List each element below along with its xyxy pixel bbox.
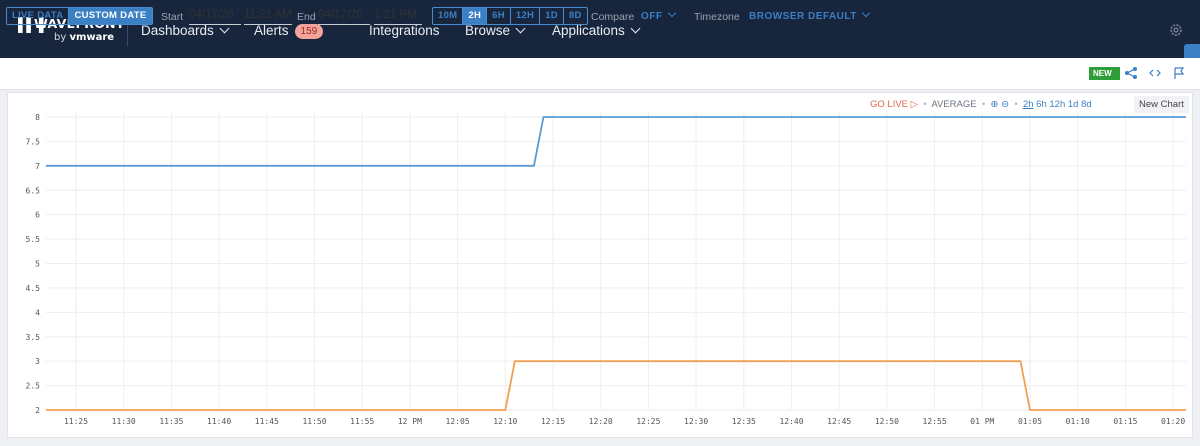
window-2h-link[interactable]: 2h — [1022, 99, 1034, 110]
x-tick-label: 11:35 — [159, 417, 183, 426]
nav-alerts[interactable]: Alerts 159 — [254, 23, 324, 40]
end-date-field[interactable]: 04/17/20 — [318, 9, 370, 25]
y-tick-label: 7 — [35, 162, 40, 171]
go-live-button[interactable]: GO LIVE ▷ — [870, 99, 918, 110]
x-tick-label: 12:05 — [446, 417, 470, 426]
y-tick-label: 8 — [35, 113, 40, 122]
x-tick-label: 01:05 — [1018, 417, 1042, 426]
y-tick-label: 2 — [35, 406, 40, 415]
x-tick-label: 01:10 — [1066, 417, 1090, 426]
x-tick-label: 11:25 — [64, 417, 88, 426]
x-tick-label: 01:20 — [1161, 417, 1185, 426]
series-line-2 — [46, 360, 1186, 411]
gear-icon[interactable] — [1168, 22, 1184, 38]
x-tick-label: 11:30 — [112, 417, 136, 426]
new-chart-button[interactable]: New Chart — [1134, 96, 1189, 113]
x-tick-label: 11:55 — [350, 417, 374, 426]
brand-vendor: by vmware — [54, 32, 115, 43]
start-time-field[interactable]: 11:21 AM — [244, 9, 292, 25]
custom-date-button[interactable]: CUSTOM DATE — [68, 8, 152, 24]
y-tick-label: 6 — [35, 211, 40, 220]
end-label: End — [297, 11, 316, 23]
range-selector: 10M 2H 6H 12H 1D 8D — [432, 7, 588, 25]
compare-label: Compare — [591, 11, 635, 23]
x-tick-label: 01:15 — [1113, 417, 1137, 426]
range-6h-button[interactable]: 6H — [486, 8, 510, 24]
x-tick-label: 11:45 — [255, 417, 279, 426]
timezone-dropdown[interactable]: BROWSER DEFAULT — [749, 8, 871, 22]
window-8d-link[interactable]: 8d — [1081, 99, 1092, 110]
y-tick-label: 5 — [35, 260, 40, 269]
x-tick-label: 12:30 — [684, 417, 708, 426]
x-tick-label: 12:45 — [827, 417, 851, 426]
y-tick-label: 3 — [35, 357, 40, 366]
nav-applications[interactable]: Applications — [552, 23, 641, 38]
window-1d-link[interactable]: 1d — [1067, 99, 1079, 110]
x-tick-label: 12:55 — [923, 417, 947, 426]
nav-browse[interactable]: Browse — [465, 23, 526, 38]
data-mode-toggle: LIVE DATA CUSTOM DATE — [6, 7, 153, 25]
start-label: Start — [161, 11, 184, 23]
x-tick-label: 01 PM — [970, 417, 994, 426]
x-tick-label: 11:50 — [302, 417, 326, 426]
y-tick-label: 4.5 — [26, 284, 41, 293]
embed-code-icon[interactable] — [1148, 66, 1162, 80]
x-tick-label: 12:50 — [875, 417, 899, 426]
share-icon[interactable] — [1124, 66, 1138, 80]
nav-divider — [127, 14, 128, 46]
range-1d-button[interactable]: 1D — [539, 8, 563, 24]
x-tick-label: 12 PM — [398, 417, 422, 426]
x-tick-label: 11:40 — [207, 417, 231, 426]
alerts-count-badge: 159 — [294, 24, 324, 39]
top-nav: ▌▌▐ WAVEFRONT by vmware Dashboards Alert… — [0, 0, 1200, 58]
x-tick-label: 12:15 — [541, 417, 565, 426]
timezone-label: Timezone — [694, 11, 740, 23]
range-12h-button[interactable]: 12H — [509, 8, 539, 24]
compare-dropdown[interactable]: OFF — [641, 8, 676, 22]
window-6h-link[interactable]: 6h — [1036, 99, 1047, 110]
x-tick-label: 12:40 — [779, 417, 803, 426]
x-tick-label: 12:25 — [636, 417, 660, 426]
end-time-field[interactable]: 1:21 PM — [374, 9, 422, 25]
separator-dot: • — [1011, 99, 1021, 110]
live-data-button[interactable]: LIVE DATA — [12, 10, 64, 21]
range-10m-button[interactable]: 10M — [438, 10, 458, 21]
window-12h-link[interactable]: 12h — [1049, 99, 1066, 110]
range-8d-button[interactable]: 8D — [562, 8, 587, 24]
x-tick-label: 12:10 — [493, 417, 517, 426]
zoom-out-icon[interactable]: ⊖ — [1001, 99, 1010, 110]
x-tick-label: 12:35 — [732, 417, 756, 426]
y-tick-label: 7.5 — [26, 137, 41, 146]
flag-icon[interactable] — [1172, 66, 1186, 80]
nav-integrations[interactable]: Integrations — [369, 23, 440, 38]
zoom-in-icon[interactable]: ⊕ — [990, 99, 999, 110]
summarization-dropdown[interactable]: AVERAGE — [931, 99, 977, 110]
separator-dot: • — [979, 99, 988, 110]
range-2h-button[interactable]: 2H — [462, 8, 487, 24]
y-tick-label: 5.5 — [26, 235, 41, 244]
x-tick-label: 12:20 — [589, 417, 613, 426]
series-line-1 — [46, 116, 1186, 167]
nav-dashboards[interactable]: Dashboards — [141, 23, 230, 38]
y-tick-label: 4 — [35, 308, 40, 317]
y-tick-label: 6.5 — [26, 186, 41, 195]
new-badge: NEW — [1089, 67, 1120, 80]
separator-dot: • — [920, 99, 930, 110]
y-tick-label: 3.5 — [26, 333, 41, 342]
chart-controls: GO LIVE ▷ • AVERAGE • ⊕ ⊖ • 2h 6h 12h 1d… — [870, 99, 1092, 110]
time-toolbar — [0, 58, 1200, 90]
chart-panel — [7, 92, 1193, 438]
start-date-field[interactable]: 04/17/20 — [189, 9, 241, 25]
y-tick-label: 2.5 — [26, 382, 41, 391]
